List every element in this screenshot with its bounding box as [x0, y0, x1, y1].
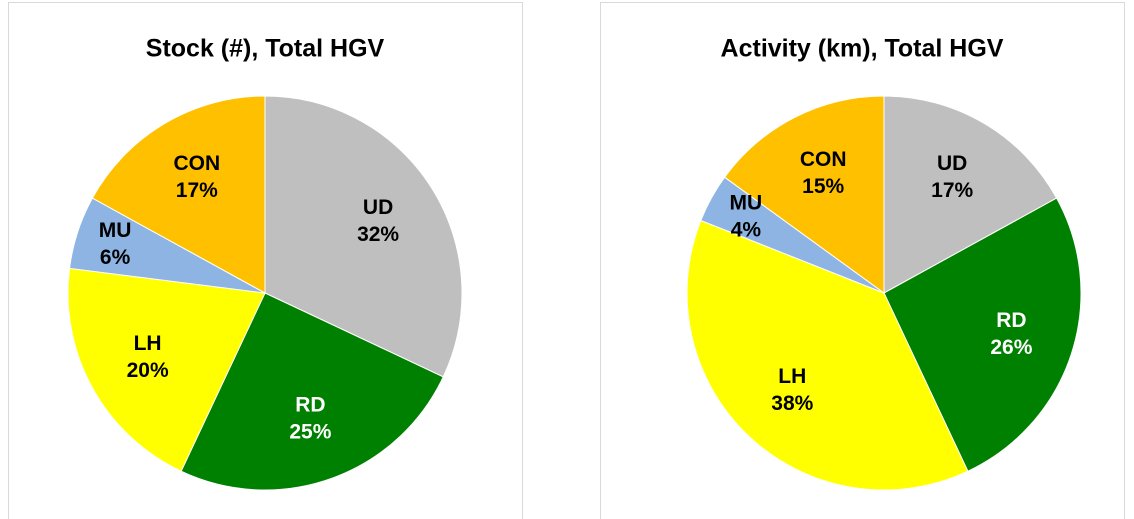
slice-label: CON — [800, 148, 847, 171]
pie-slice — [67, 267, 266, 472]
slice-label: MU — [99, 219, 132, 242]
pie-slice — [883, 95, 1058, 294]
slice-label: RD — [996, 309, 1026, 332]
slice-value-label: 20% — [127, 359, 169, 382]
slice-value-label: 25% — [289, 421, 331, 444]
slice-value-label: 6% — [100, 246, 131, 269]
slice-label: UD — [363, 196, 393, 219]
slice-label: RD — [295, 394, 325, 417]
chart-title: Activity (km), Total HGV — [721, 35, 1004, 63]
slice-value-label: 17% — [931, 179, 973, 202]
slice-label: LH — [134, 332, 162, 355]
pie-slice — [883, 197, 1082, 472]
pie-slice — [264, 95, 463, 378]
slice-value-label: 32% — [357, 223, 399, 246]
slice-value-label: 17% — [176, 179, 218, 202]
pie-slice — [180, 292, 444, 491]
slice-value-label: 38% — [771, 392, 813, 415]
pie-slice — [91, 95, 266, 294]
slice-label: LH — [778, 365, 806, 388]
slice-label: UD — [937, 152, 967, 175]
slice-value-label: 4% — [731, 219, 762, 242]
slice-value-label: 26% — [990, 336, 1032, 359]
slice-label: MU — [730, 192, 763, 215]
slice-value-label: 15% — [802, 175, 844, 198]
pie-slice — [723, 95, 885, 294]
slice-label: CON — [173, 152, 220, 175]
chart-title: Stock (#), Total HGV — [146, 35, 385, 63]
pie-slice — [686, 219, 969, 491]
